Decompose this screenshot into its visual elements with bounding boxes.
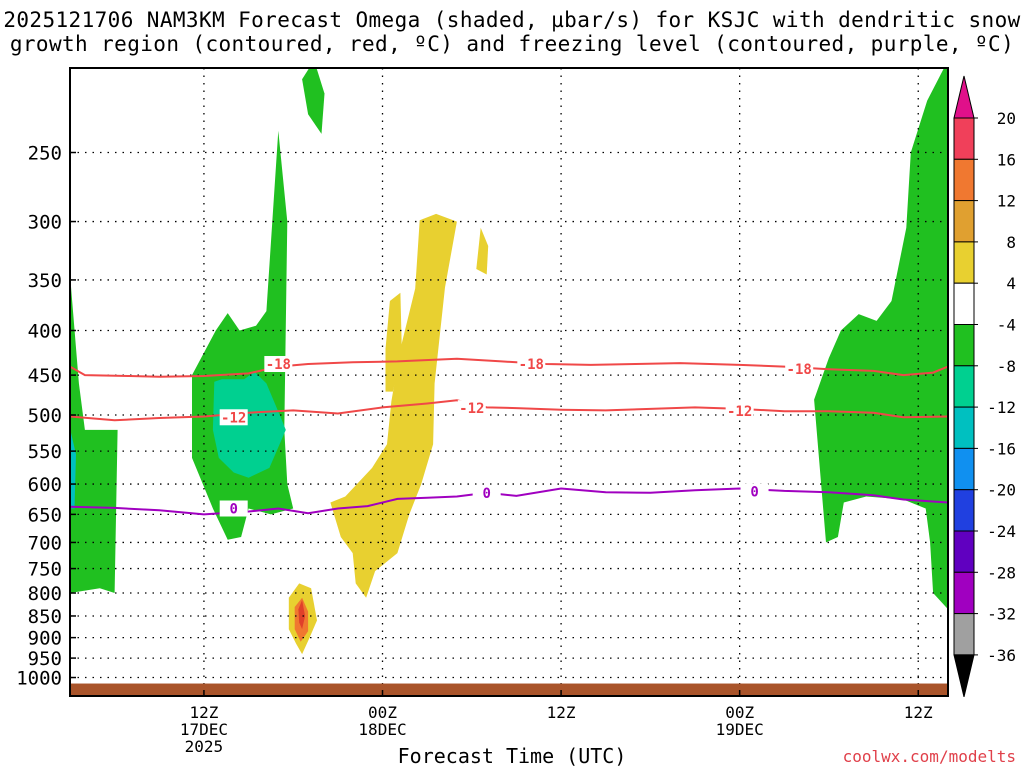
contour-label-bg	[472, 484, 501, 501]
contour-label-bg	[219, 500, 248, 517]
colorbar-swatch	[953, 447, 975, 491]
contour-line-2	[70, 487, 948, 516]
colorbar-label: -36	[987, 646, 1016, 665]
omega-region-5	[70, 428, 76, 509]
colorbar-swatch	[953, 406, 975, 449]
colorbar-bottom-arrow	[953, 654, 975, 698]
omega-region-1	[192, 130, 294, 540]
contour-label: -12	[459, 401, 484, 417]
colorbar-label: -28	[987, 563, 1016, 582]
contour-label-bg	[740, 483, 769, 500]
ground-surface	[70, 683, 948, 696]
colorbar-label: -20	[987, 481, 1016, 500]
colorbar-label: 4	[1006, 274, 1016, 293]
y-tick-label: 650	[28, 504, 62, 526]
contour-label-bg	[264, 356, 293, 373]
y-tick-label: 850	[28, 606, 62, 628]
omega-region-11	[298, 600, 306, 630]
y-tick-label: 550	[28, 441, 62, 463]
y-tick-label: 1000	[16, 668, 62, 690]
y-tick-label: 450	[28, 365, 62, 387]
colorbar-label: 8	[1006, 233, 1016, 252]
x-tick-label: 12Z	[547, 703, 576, 722]
colorbar-label: -16	[987, 439, 1016, 458]
contour-label: 0	[229, 502, 237, 518]
colorbar-swatch	[953, 489, 975, 532]
omega-region-8	[476, 227, 489, 275]
y-tick-label: 250	[28, 143, 62, 165]
colorbar-swatch	[953, 158, 975, 202]
y-tick-label: 400	[28, 321, 62, 343]
colorbar-label: 20	[997, 109, 1016, 128]
y-tick-label: 900	[28, 628, 62, 650]
site-credit: coolwx.com/modelts	[842, 747, 1016, 766]
colorbar-label: 16	[997, 150, 1016, 169]
contour-label: -12	[727, 404, 752, 420]
contour-label-bg	[785, 361, 814, 378]
colorbar-swatch	[953, 613, 975, 656]
y-tick-label: 950	[28, 648, 62, 670]
x-tick-label: 12Z	[904, 703, 933, 722]
x-tick-label: 00Z	[725, 703, 754, 722]
contour-label-bg	[457, 400, 486, 417]
contour-label: -18	[519, 357, 544, 373]
chart-title-line-2: growth region (contoured, red, ºC) and f…	[9, 32, 1015, 56]
colorbar-swatch	[953, 365, 975, 408]
contour-label: 0	[750, 485, 758, 501]
colorbar-label: 12	[997, 192, 1016, 211]
omega-region-3	[814, 68, 948, 610]
y-tick-label: 800	[28, 583, 62, 605]
y-tick-label: 700	[28, 532, 62, 554]
x-tick-label: 00Z	[368, 703, 397, 722]
contour-label: -18	[266, 357, 291, 373]
colorbar-swatch	[953, 530, 975, 573]
contour-label: -18	[787, 362, 812, 378]
colorbar-swatch	[953, 241, 975, 284]
colorbar-label: -4	[997, 316, 1016, 335]
colorbar-label: -32	[987, 605, 1016, 624]
contours: -18 -18 -18 -12 -12 -12 0 0 0	[70, 356, 948, 518]
omega-shading	[70, 68, 948, 655]
x-tick-label: 19DEC	[716, 720, 764, 739]
x-tick-label: 2025	[185, 737, 224, 756]
colorbar-swatch	[953, 117, 975, 160]
contour-line-0	[70, 357, 948, 378]
x-tick-label: 12Z	[189, 703, 218, 722]
contour-label-bg	[517, 356, 546, 373]
colorbar-swatch	[953, 200, 975, 243]
colorbar-label: -24	[987, 522, 1016, 541]
omega-region-0	[70, 274, 118, 593]
y-tick-label: 750	[28, 559, 62, 581]
contour-label: 0	[482, 486, 490, 502]
colorbar-label: -8	[997, 357, 1016, 376]
omega-region-7	[385, 292, 402, 392]
colorbar-label: -12	[987, 398, 1016, 417]
chart-title-line-1: 2025121706 NAM3KM Forecast Omega (shaded…	[3, 8, 1021, 32]
y-tick-label: 300	[28, 212, 62, 234]
contour-label: -12	[221, 410, 246, 426]
y-tick-label: 350	[28, 270, 62, 292]
omega-region-4	[212, 371, 286, 478]
y-axis: 2503003504004505005506006507007508008509…	[16, 143, 76, 690]
omega-region-2	[302, 68, 325, 134]
y-tick-label: 600	[28, 474, 62, 496]
contour-label-bg	[219, 409, 248, 426]
x-axis-title: Forecast Time (UTC)	[397, 744, 627, 768]
colorbar-swatch	[953, 324, 975, 367]
y-tick-label: 500	[28, 405, 62, 427]
x-tick-label: 18DEC	[358, 720, 406, 739]
x-tick-label: 17DEC	[180, 720, 228, 739]
colorbar: 20 16 12 8 4 -4 -8 -12 -16 -20 -24 -28 -32 -36	[953, 75, 1016, 698]
contour-label-bg	[725, 403, 754, 420]
colorbar-swatch	[953, 571, 975, 615]
colorbar-top-arrow	[953, 75, 975, 119]
plot-frame	[69, 67, 949, 697]
colorbar-swatch	[953, 282, 975, 326]
